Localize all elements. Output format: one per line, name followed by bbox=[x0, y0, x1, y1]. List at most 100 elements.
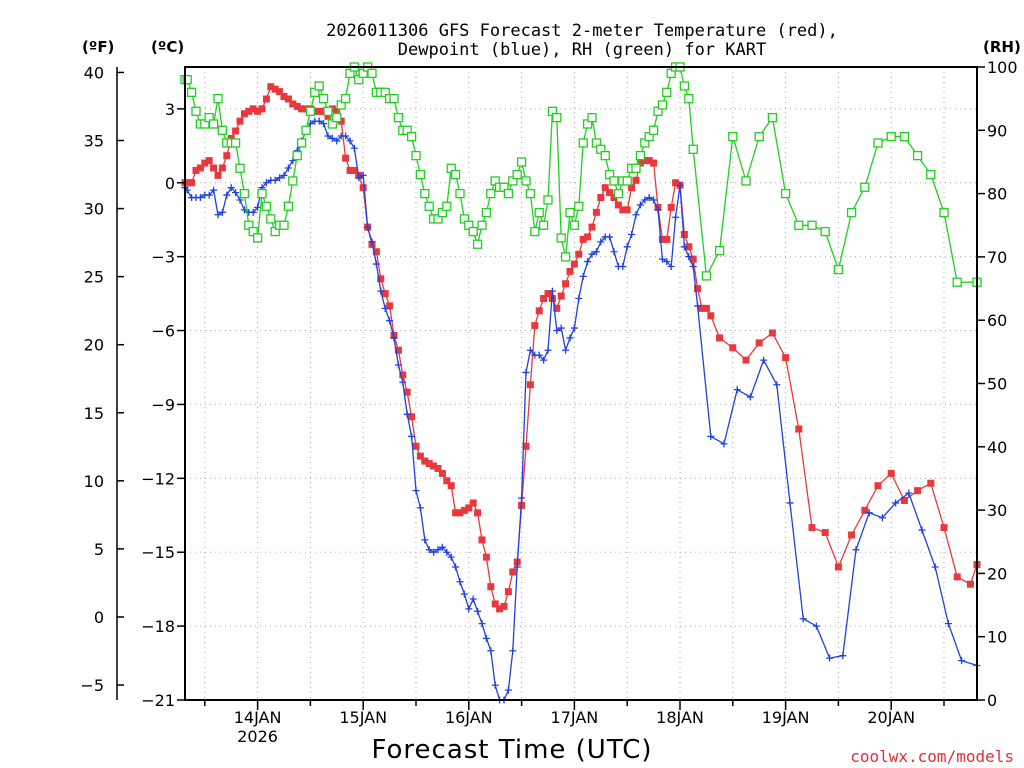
rh-point bbox=[420, 188, 430, 199]
temperature-point bbox=[434, 464, 442, 472]
temperature-point bbox=[768, 329, 776, 337]
dewpoint-point bbox=[667, 263, 675, 271]
rh-point bbox=[609, 176, 619, 186]
rh-point bbox=[657, 100, 668, 110]
temperature-point bbox=[293, 102, 301, 110]
rh-point bbox=[613, 188, 624, 199]
temperature-point bbox=[566, 267, 574, 275]
dewpoint-point bbox=[918, 526, 926, 534]
dewpoint-point bbox=[430, 548, 438, 556]
dewpoint-point bbox=[654, 206, 662, 214]
dewpoint-point bbox=[456, 578, 464, 586]
rh-point bbox=[728, 131, 738, 142]
rh-point bbox=[503, 188, 514, 199]
rh-tick-label: 90 bbox=[987, 121, 1007, 140]
temperature-point bbox=[504, 588, 512, 596]
dewpoint-point bbox=[368, 238, 376, 246]
temperature-point bbox=[597, 194, 605, 202]
temperature-point bbox=[232, 127, 240, 135]
grid-lines bbox=[185, 67, 977, 700]
dewpoint-point bbox=[518, 494, 526, 502]
temperature-point bbox=[482, 553, 490, 561]
temperature-point bbox=[663, 235, 671, 243]
dewpoint-point bbox=[812, 622, 820, 630]
temperature-point bbox=[834, 563, 842, 571]
rh-point bbox=[472, 239, 483, 249]
temperature-point bbox=[685, 243, 693, 251]
series-layer bbox=[180, 62, 982, 704]
celsius-tick-label: −21 bbox=[141, 691, 175, 710]
temperature-point bbox=[456, 509, 464, 517]
dewpoint-point bbox=[469, 595, 477, 603]
temperature-point bbox=[689, 255, 697, 263]
dewpoint-point bbox=[588, 250, 596, 258]
temperature-point bbox=[394, 346, 402, 354]
rh-point bbox=[807, 220, 817, 230]
temperature-point bbox=[557, 292, 565, 300]
rh-point bbox=[424, 201, 434, 211]
dewpoint-point bbox=[214, 211, 222, 219]
dewpoint-point bbox=[522, 368, 530, 376]
dewpoint-point bbox=[636, 201, 644, 209]
dewpoint-point bbox=[425, 546, 433, 554]
temperature-point bbox=[210, 164, 218, 172]
temperature-point bbox=[632, 176, 640, 184]
rh-point bbox=[569, 220, 580, 230]
temperature-point bbox=[333, 107, 341, 115]
celsius-unit-label: (ºC) bbox=[151, 38, 184, 56]
celsius-tick-label: −6 bbox=[151, 322, 175, 341]
temperature-point bbox=[465, 504, 473, 512]
rh-point bbox=[860, 182, 870, 192]
rh-point bbox=[367, 68, 377, 78]
dewpoint-point bbox=[799, 615, 807, 623]
dewpoint-point bbox=[865, 509, 873, 517]
temperature-point bbox=[399, 371, 407, 379]
dewpoint-point bbox=[931, 563, 939, 571]
rh-point bbox=[926, 169, 936, 180]
dewpoint-point bbox=[878, 514, 886, 522]
dewpoint-point bbox=[641, 196, 649, 204]
temperature-point bbox=[575, 250, 583, 258]
day-tick-label: 20JAN bbox=[867, 708, 915, 727]
rh-point bbox=[560, 252, 571, 262]
rh-point bbox=[846, 207, 857, 218]
x-axis-title: Forecast Time (UTC) bbox=[371, 735, 652, 765]
dewpoint-point bbox=[579, 272, 587, 280]
rh-point bbox=[314, 81, 324, 91]
temperature-point bbox=[342, 154, 350, 162]
temperature-point bbox=[698, 304, 706, 312]
dewpoint-point bbox=[223, 191, 231, 199]
temperature-point bbox=[509, 568, 517, 576]
fahrenheit-tick-label: 15 bbox=[84, 404, 104, 423]
rh-unit-label: (RH) bbox=[983, 38, 1021, 56]
dewpoint-point bbox=[342, 132, 350, 140]
temperature-point bbox=[236, 117, 244, 125]
dewpoint-point bbox=[628, 230, 636, 238]
temperature-point bbox=[887, 469, 895, 477]
temperature-point bbox=[702, 304, 710, 312]
dewpoint-point bbox=[443, 548, 451, 556]
temperature-point bbox=[544, 290, 552, 298]
day-tick-label: 18JAN bbox=[656, 708, 704, 727]
dewpoint-point bbox=[364, 223, 372, 231]
temperature-line bbox=[185, 85, 978, 610]
dewpoint-point bbox=[570, 324, 578, 332]
dewpoint-point bbox=[487, 647, 495, 655]
dewpoint-point bbox=[658, 255, 666, 263]
rh-tick-label: 70 bbox=[987, 248, 1007, 267]
rh-point bbox=[406, 131, 417, 142]
temperature-point bbox=[412, 442, 420, 450]
temperature-point bbox=[592, 208, 600, 216]
dewpoint-point bbox=[623, 243, 631, 251]
dewpoint-point bbox=[218, 208, 226, 216]
temperature-point bbox=[359, 184, 367, 192]
dewpoint-point bbox=[663, 258, 671, 266]
rh-point bbox=[587, 112, 597, 123]
temperature-point bbox=[694, 285, 702, 293]
temperature-point bbox=[658, 235, 666, 243]
temperature-point bbox=[425, 460, 433, 468]
temperature-point bbox=[346, 166, 354, 174]
day-tick-label: 16JAN bbox=[445, 708, 493, 727]
temperature-point bbox=[496, 605, 504, 613]
rh-point bbox=[318, 94, 329, 104]
